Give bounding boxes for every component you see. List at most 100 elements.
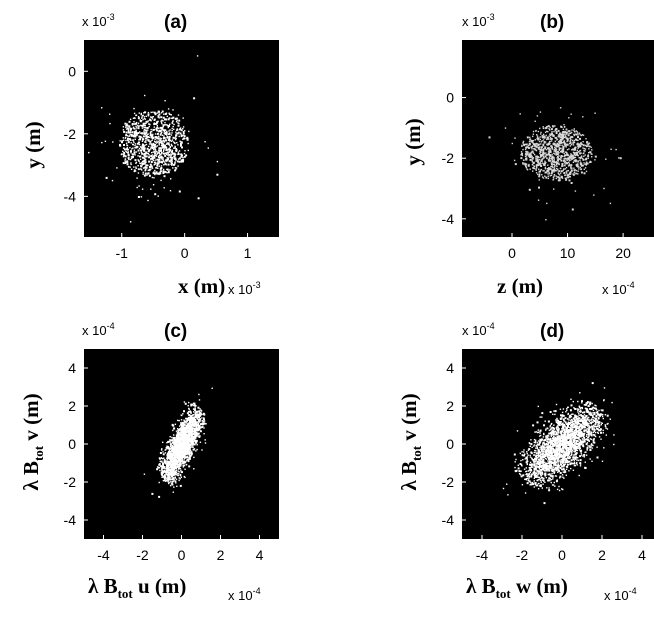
data-point — [573, 129, 575, 132]
data-point — [193, 468, 195, 470]
data-point — [548, 156, 551, 158]
data-point — [172, 109, 174, 111]
data-point — [163, 132, 165, 135]
data-point — [129, 132, 131, 134]
data-point — [572, 161, 575, 163]
data-point — [190, 435, 193, 437]
data-point — [556, 145, 558, 148]
data-point — [180, 456, 183, 458]
data-point — [128, 166, 130, 168]
data-point — [165, 467, 168, 469]
data-point — [529, 468, 531, 470]
data-point — [143, 149, 146, 152]
data-point — [191, 433, 193, 435]
data-point — [574, 146, 577, 149]
data-point — [532, 162, 534, 165]
data-point — [556, 479, 558, 481]
data-point — [543, 141, 545, 143]
data-point — [154, 157, 156, 159]
data-point — [130, 157, 133, 160]
data-point — [567, 130, 569, 132]
data-point — [585, 138, 587, 140]
data-point — [173, 458, 176, 460]
data-point — [126, 124, 128, 126]
data-point — [139, 162, 142, 165]
x-tick-label: 0 — [178, 547, 186, 563]
data-point — [145, 164, 148, 167]
data-point — [197, 406, 200, 409]
data-point — [130, 168, 133, 170]
data-point — [175, 482, 177, 484]
data-point — [575, 154, 577, 156]
data-point — [144, 144, 146, 146]
data-point — [164, 162, 167, 165]
data-point — [156, 164, 159, 167]
data-point — [172, 451, 175, 454]
data-point — [556, 157, 558, 159]
data-point — [175, 157, 177, 159]
data-point — [540, 155, 542, 157]
data-point — [184, 453, 187, 456]
data-point — [539, 432, 541, 434]
data-point — [140, 120, 143, 122]
data-point — [182, 464, 185, 467]
data-point — [524, 143, 526, 146]
data-point — [133, 123, 136, 125]
data-point — [137, 172, 140, 174]
data-point — [196, 55, 199, 57]
data-point — [141, 132, 143, 134]
data-point — [135, 129, 137, 132]
data-point — [539, 169, 542, 171]
data-point — [602, 429, 604, 432]
data-point — [180, 156, 182, 158]
data-point — [504, 127, 507, 129]
data-point — [538, 162, 541, 165]
data-point — [573, 128, 575, 130]
data-point — [523, 143, 525, 146]
data-point — [546, 438, 548, 441]
data-point — [166, 152, 169, 154]
data-point — [548, 125, 550, 127]
y-axis-label-b: y (m) — [401, 118, 425, 165]
data-point — [173, 451, 176, 453]
data-point — [154, 154, 156, 157]
data-point — [586, 162, 589, 165]
data-point — [565, 454, 568, 457]
data-point — [138, 125, 141, 127]
data-point — [141, 152, 144, 155]
data-point — [568, 159, 571, 162]
data-point — [554, 165, 556, 168]
data-point — [146, 121, 148, 123]
data-point — [167, 481, 169, 483]
data-point — [196, 433, 199, 436]
data-point — [161, 158, 163, 160]
data-point — [142, 160, 145, 163]
data-point — [169, 190, 172, 192]
data-point — [167, 126, 169, 129]
data-point — [145, 127, 147, 129]
data-point — [584, 163, 586, 166]
data-point — [539, 416, 541, 418]
data-point — [143, 133, 146, 135]
data-point — [164, 452, 167, 454]
x-tick-label: 1 — [244, 245, 252, 261]
data-point — [536, 146, 538, 148]
data-point — [532, 145, 534, 148]
data-point — [153, 164, 155, 166]
data-point — [580, 409, 582, 411]
data-point — [178, 440, 180, 442]
data-point — [180, 469, 182, 471]
data-point — [175, 131, 177, 133]
data-point — [544, 171, 547, 174]
data-point — [549, 175, 551, 177]
data-point — [182, 434, 185, 437]
data-point — [181, 449, 184, 452]
data-point — [576, 164, 578, 167]
data-point — [563, 152, 565, 154]
data-point — [189, 455, 192, 458]
data-point — [573, 159, 576, 162]
data-point — [180, 129, 183, 132]
data-point — [173, 428, 175, 430]
data-point — [557, 176, 560, 179]
data-point — [586, 417, 589, 419]
